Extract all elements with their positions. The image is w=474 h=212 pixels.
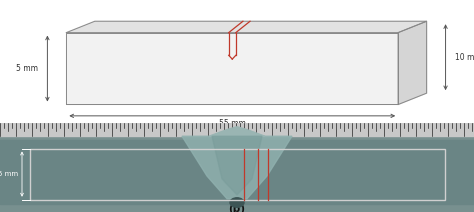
Text: (a): (a)	[224, 125, 241, 135]
Bar	[0, 123, 474, 136]
Text: 55 mm: 55 mm	[219, 119, 246, 128]
Text: 10 mm: 10 mm	[455, 53, 474, 62]
Polygon shape	[66, 21, 427, 33]
Text: 5 mm: 5 mm	[16, 64, 38, 73]
Text: 5 mm: 5 mm	[0, 171, 18, 177]
Bar	[30, 149, 445, 200]
Polygon shape	[66, 33, 398, 105]
Polygon shape	[182, 136, 292, 199]
Polygon shape	[212, 136, 262, 195]
Text: (b): (b)	[228, 204, 246, 212]
Bar	[0, 140, 474, 204]
Polygon shape	[209, 127, 265, 136]
Polygon shape	[398, 21, 427, 105]
Ellipse shape	[230, 198, 244, 207]
